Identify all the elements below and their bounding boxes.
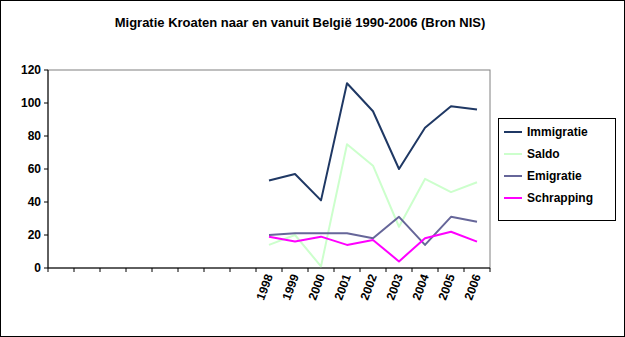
title: Migratie Kroaten naar en vanuit België 1…: [115, 15, 486, 30]
legend: [499, 119, 616, 221]
x-tick: [464, 268, 465, 272]
series-line: [269, 144, 477, 266]
legend-swatch: [504, 197, 522, 199]
y-tick-label: 20: [28, 228, 42, 242]
y-tick: [44, 70, 48, 71]
x-tick-label: 2003: [384, 272, 406, 302]
y-tick-label: 80: [28, 129, 42, 143]
y-tick-label: 0: [34, 261, 41, 275]
x-tick: [282, 268, 283, 272]
series-line: [269, 83, 477, 200]
y-tick: [44, 136, 48, 137]
x-tick: [126, 268, 127, 272]
y-tick-label: 100: [21, 96, 41, 110]
legend-label: Immigratie: [527, 125, 588, 139]
x-tick: [204, 268, 205, 272]
x-tick-label: 2000: [306, 272, 328, 302]
x-tick-label: 2001: [332, 272, 354, 302]
x-tick-label: 1998: [254, 272, 276, 302]
y-tick: [44, 268, 48, 269]
x-tick: [100, 268, 101, 272]
plot-area: [48, 70, 490, 268]
series-line: [269, 232, 477, 262]
chart-border: [1, 1, 625, 337]
legend-label: Saldo: [527, 147, 560, 161]
x-tick-label: 2004: [410, 272, 432, 302]
y-tick-label: 40: [28, 195, 42, 209]
x-tick: [308, 268, 309, 272]
x-tick: [334, 268, 335, 272]
x-tick: [74, 268, 75, 272]
legend-swatch: [504, 131, 522, 133]
x-tick: [360, 268, 361, 272]
x-tick-label: 2006: [462, 272, 484, 302]
x-tick: [412, 268, 413, 272]
y-tick: [44, 202, 48, 203]
y-tick: [44, 235, 48, 236]
x-tick: [438, 268, 439, 272]
x-tick-label: 2002: [358, 272, 380, 302]
x-tick: [386, 268, 387, 272]
legend-label: Emigratie: [527, 169, 582, 183]
legend-swatch: [504, 175, 522, 177]
x-tick-label: 2005: [436, 272, 458, 302]
x-tick-label: 1999: [280, 272, 302, 302]
legend-swatch: [504, 153, 522, 155]
x-tick: [490, 268, 491, 272]
x-tick: [256, 268, 257, 272]
series-group: [269, 83, 477, 266]
x-tick: [230, 268, 231, 272]
y-tick-label: 120: [21, 63, 41, 77]
x-tick: [178, 268, 179, 272]
y-tick: [44, 169, 48, 170]
x-tick: [48, 268, 49, 272]
y-tick: [44, 103, 48, 104]
x-axis: [48, 268, 490, 269]
legend-label: Schrapping: [527, 191, 593, 205]
x-tick: [152, 268, 153, 272]
y-tick-label: 60: [28, 162, 42, 176]
chart: Migratie Kroaten naar en vanuit België 1…: [0, 0, 625, 337]
